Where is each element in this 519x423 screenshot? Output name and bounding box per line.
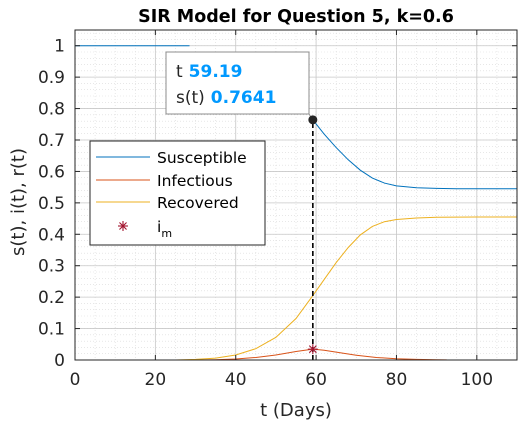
legend-label-im: im <box>157 218 172 240</box>
x-axis-label: t (Days) <box>260 400 332 421</box>
x-tick-label: 20 <box>145 370 167 390</box>
legend-label-recovered: Recovered <box>157 194 239 212</box>
y-tick-label: 0.1 <box>38 320 65 340</box>
datatip-box <box>165 51 310 115</box>
x-tick-label: 40 <box>225 370 247 390</box>
x-tick-labels: 0 20 40 60 80 100 <box>70 370 493 390</box>
y-tick-label: 1 <box>54 37 65 57</box>
datatip: t 59.19 s(t) 0.7641 <box>165 51 318 125</box>
legend-swatch-im-marker <box>118 221 128 231</box>
datatip-x-label: t <box>176 62 183 82</box>
legend-im-marker-glyph <box>118 221 128 231</box>
datatip-point <box>308 115 318 125</box>
y-tick-label: 0.9 <box>38 68 65 88</box>
datatip-y-value: 0.7641 <box>211 88 277 108</box>
axis-ticks <box>74 30 517 361</box>
series-line-recovered <box>75 216 517 361</box>
legend: Susceptible Infectious Recovered im <box>89 140 266 246</box>
series-lines <box>75 45 517 361</box>
x-tick-label: 60 <box>305 370 327 390</box>
legend-label-susceptible: Susceptible <box>157 149 247 167</box>
x-tick-label: 0 <box>70 370 81 390</box>
legend-label-infectious: Infectious <box>157 172 233 190</box>
y-tick-label: 0.8 <box>38 100 65 120</box>
y-tick-label: 0.3 <box>38 257 65 277</box>
datatip-x-value: 59.19 <box>189 62 243 82</box>
y-tick-label: 0.6 <box>38 162 65 182</box>
x-tick-label: 100 <box>461 370 493 390</box>
im-marker <box>307 344 318 355</box>
y-tick-label: 0.4 <box>38 225 65 245</box>
chart-title: SIR Model for Question 5, k=0.6 <box>138 7 454 27</box>
y-tick-label: 0.7 <box>38 131 65 151</box>
legend-box <box>89 140 266 246</box>
datatip-y-label: s(t) <box>176 88 205 108</box>
series-line-infectious <box>187 348 447 361</box>
y-tick-label: 0 <box>54 351 65 371</box>
axes-box <box>74 29 518 361</box>
y-tick-labels: 0 0.1 0.2 0.3 0.4 0.5 0.6 0.7 0.8 0.9 1 <box>38 37 65 371</box>
y-tick-label: 0.2 <box>38 288 65 308</box>
x-tick-label: 80 <box>386 370 408 390</box>
y-tick-label: 0.5 <box>38 194 65 214</box>
markers <box>307 344 318 355</box>
datatip-x-row: t 59.19 <box>176 62 242 82</box>
y-axis-label: s(t), i(t), r(t) <box>8 148 29 256</box>
datatip-y-row: s(t) 0.7641 <box>176 88 276 108</box>
series-line-susceptible <box>312 119 517 190</box>
